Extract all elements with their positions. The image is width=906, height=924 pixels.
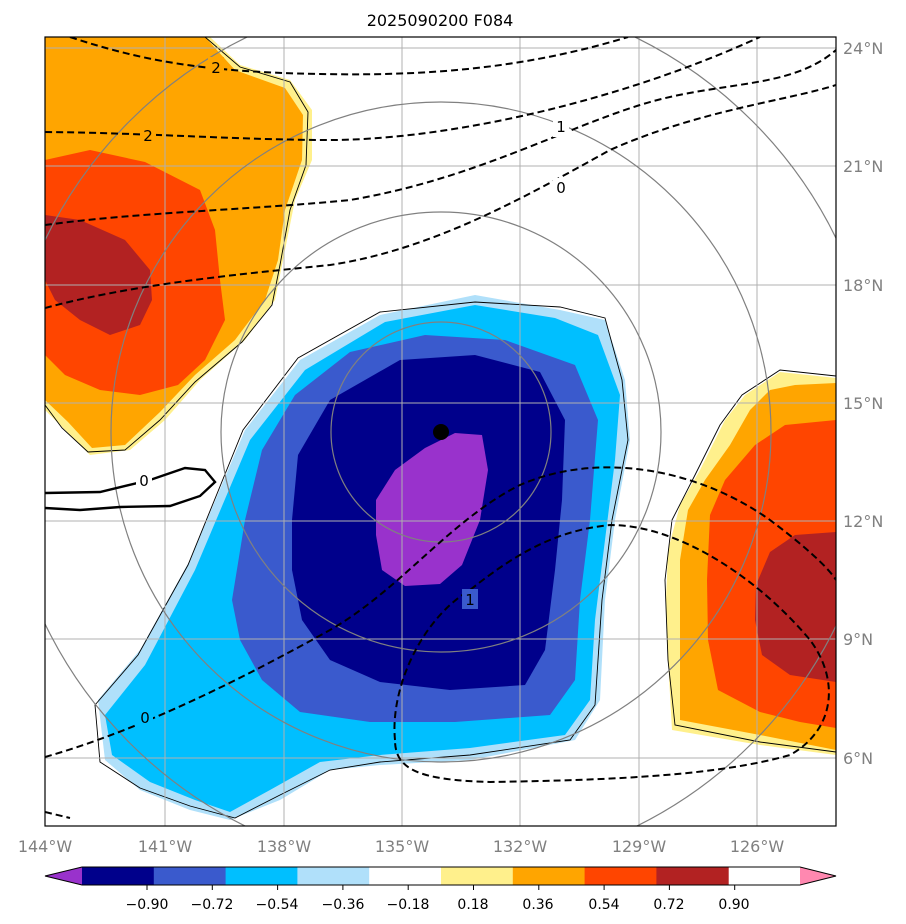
range-ring-2 [220,211,662,653]
colorbar-segment [153,867,227,885]
colorbar-tick-label: −0.36 [322,897,365,913]
colorbar-tick-label: −0.54 [256,897,299,913]
colorbar-tick-label: −0.18 [387,897,430,913]
y-tick-label: 21°N [843,157,883,176]
contour-label: 1 [465,591,475,609]
storm-center-marker [433,424,449,440]
colorbar-segment [584,867,657,885]
colorbar-tick-label: −0.90 [126,897,169,913]
y-tick-label: 12°N [843,512,883,531]
fill-level-0.72-right [755,532,836,682]
x-tick-label: 129°W [612,837,667,856]
colorbar-segment [297,867,370,885]
contour-label: 2 [211,59,221,77]
colorbar-tick-label: 0.90 [718,897,749,913]
colorbar-segment [512,867,586,885]
contour-label: 1 [556,118,566,136]
contour-2-lower [45,37,761,142]
positive-anomaly-right [666,372,836,755]
colorbar-ticks: −0.90 −0.72 −0.54 −0.36 −0.18 0.18 0.36 … [126,897,750,913]
contour-2-upper [69,37,629,76]
colorbar-tick-label: 0.54 [588,897,619,913]
contour-labels: 2 2 1 0 0 0 1 [136,57,569,728]
map-frame [44,36,837,827]
x-tick-label: 138°W [257,837,312,856]
x-tick-label: 132°W [493,837,548,856]
y-tick-label: 9°N [843,630,873,649]
colorbar-segment [225,867,298,885]
contour-label: 0 [140,709,150,727]
contour-label: 0 [556,179,566,197]
map-area: 2 2 1 0 0 0 1 [45,37,836,826]
contour-0-upper [45,84,836,309]
colorbar-segment [441,867,514,885]
x-tick-label: 141°W [138,837,193,856]
y-tick-label: 6°N [843,749,873,768]
dashed-contours [45,37,836,819]
fill-level--0.90 [376,433,488,586]
contour-label: 0 [139,472,149,490]
colorbar-segment [82,867,155,885]
colorbar-segment [369,867,442,885]
colorbar-tick-label: 0.18 [457,897,488,913]
range-ring-3 [110,101,772,763]
contour-label: 2 [143,127,153,145]
colorbar-segment [656,867,729,885]
zero-outlines [45,37,836,819]
y-tick-label: 18°N [843,276,883,295]
outline-positive-right [664,369,836,753]
solid-contour-0 [45,466,217,512]
x-tick-label: 144°W [18,837,73,856]
y-axis-ticks: 24°N 21°N 18°N 15°N 12°N 9°N 6°N [843,39,883,768]
chart-title: 2025090200 F084 [367,11,514,30]
colorbar-extend-min [45,867,82,885]
outline-positive-left [45,37,309,453]
colorbar-outline [44,866,837,886]
outline-negative [94,301,629,819]
range-rings [45,37,836,826]
x-axis-ticks: 144°W 141°W 138°W 135°W 132°W 129°W 126°… [18,837,785,856]
colorbar-tick-label: 0.36 [522,897,553,913]
x-tick-label: 126°W [730,837,785,856]
contour-1-upper [45,49,836,226]
negative-anomaly-fills [98,295,630,820]
colorbar-tick-label: −0.72 [191,897,234,913]
x-tick-label: 135°W [375,837,430,856]
contour-0-lower [45,466,836,758]
positive-anomaly-left [45,37,312,455]
y-tick-label: 15°N [843,394,883,413]
colorbar [44,866,837,890]
colorbar-tick-label: 0.72 [653,897,684,913]
colorbar-extend-max [800,867,836,885]
fill-level-0.72-left [45,215,152,335]
y-tick-label: 24°N [843,39,883,58]
contour-small-bottomleft [45,811,71,819]
